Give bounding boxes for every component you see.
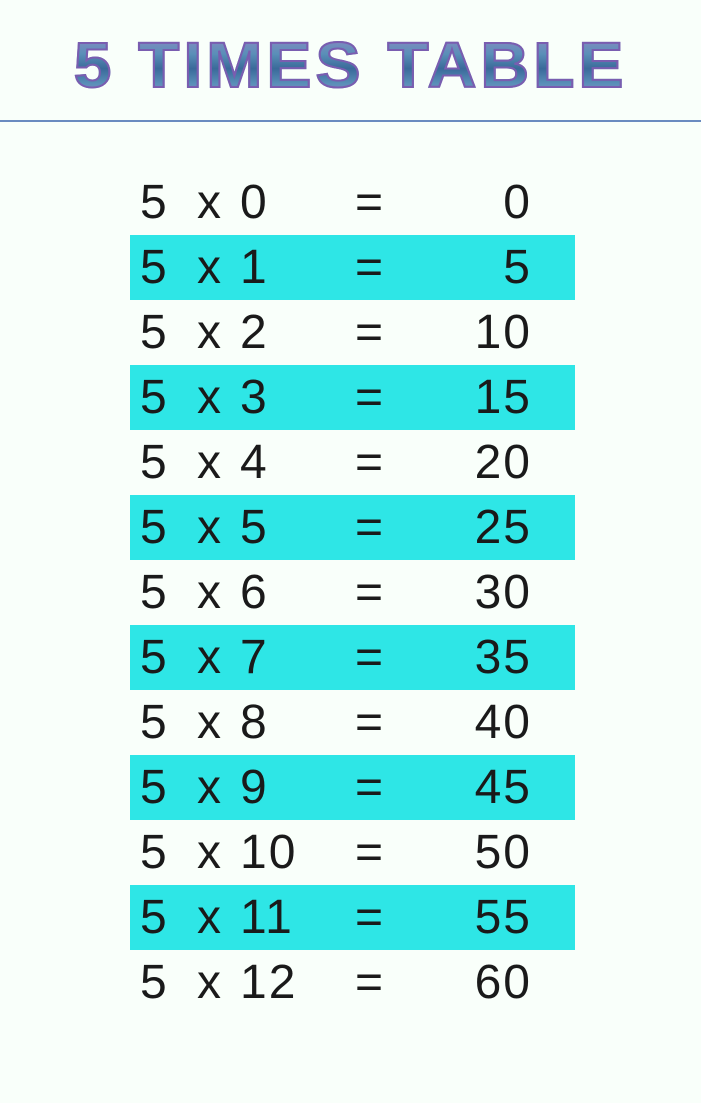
multiplier-cell: 5 bbox=[130, 695, 180, 750]
times-symbol: x bbox=[180, 240, 240, 295]
multiplier-cell: 5 bbox=[130, 305, 180, 360]
multiplier-cell: 5 bbox=[130, 370, 180, 425]
multiplier-cell: 5 bbox=[130, 500, 180, 555]
equals-symbol: = bbox=[330, 695, 410, 750]
result-cell: 20 bbox=[410, 435, 550, 490]
operand-cell: 6 bbox=[240, 565, 330, 620]
result-cell: 0 bbox=[410, 175, 550, 230]
equals-symbol: = bbox=[330, 370, 410, 425]
operand-cell: 9 bbox=[240, 760, 330, 815]
times-symbol: x bbox=[180, 305, 240, 360]
table-row: 5x4=20 bbox=[130, 430, 575, 495]
result-cell: 55 bbox=[410, 890, 550, 945]
times-symbol: x bbox=[180, 370, 240, 425]
operand-cell: 12 bbox=[240, 955, 330, 1010]
table-row: 5x12=60 bbox=[130, 950, 575, 1015]
equals-symbol: = bbox=[330, 240, 410, 295]
equals-symbol: = bbox=[330, 760, 410, 815]
times-symbol: x bbox=[180, 825, 240, 880]
table-row: 5x3=15 bbox=[130, 365, 575, 430]
result-cell: 30 bbox=[410, 565, 550, 620]
operand-cell: 1 bbox=[240, 240, 330, 295]
equals-symbol: = bbox=[330, 630, 410, 685]
multiplier-cell: 5 bbox=[130, 240, 180, 295]
operand-cell: 0 bbox=[240, 175, 330, 230]
times-symbol: x bbox=[180, 435, 240, 490]
equals-symbol: = bbox=[330, 305, 410, 360]
multiplier-cell: 5 bbox=[130, 955, 180, 1010]
times-table: 5x0=05x1=55x2=105x3=155x4=205x5=255x6=30… bbox=[0, 122, 701, 1015]
equals-symbol: = bbox=[330, 825, 410, 880]
result-cell: 50 bbox=[410, 825, 550, 880]
multiplier-cell: 5 bbox=[130, 760, 180, 815]
times-symbol: x bbox=[180, 760, 240, 815]
operand-cell: 11 bbox=[240, 890, 330, 945]
table-row: 5x11=55 bbox=[130, 885, 575, 950]
operand-cell: 3 bbox=[240, 370, 330, 425]
table-row: 5x10=50 bbox=[130, 820, 575, 885]
table-row: 5x1=5 bbox=[130, 235, 575, 300]
times-symbol: x bbox=[180, 500, 240, 555]
table-row: 5x6=30 bbox=[130, 560, 575, 625]
equals-symbol: = bbox=[330, 890, 410, 945]
times-symbol: x bbox=[180, 890, 240, 945]
table-row: 5x9=45 bbox=[130, 755, 575, 820]
equals-symbol: = bbox=[330, 435, 410, 490]
equals-symbol: = bbox=[330, 955, 410, 1010]
page-title-wrap: 5 TIMES TABLE bbox=[0, 0, 701, 120]
equals-symbol: = bbox=[330, 565, 410, 620]
times-symbol: x bbox=[180, 695, 240, 750]
multiplier-cell: 5 bbox=[130, 890, 180, 945]
multiplier-cell: 5 bbox=[130, 565, 180, 620]
result-cell: 10 bbox=[410, 305, 550, 360]
multiplier-cell: 5 bbox=[130, 435, 180, 490]
multiplier-cell: 5 bbox=[130, 825, 180, 880]
operand-cell: 10 bbox=[240, 825, 330, 880]
equals-symbol: = bbox=[330, 500, 410, 555]
result-cell: 15 bbox=[410, 370, 550, 425]
operand-cell: 5 bbox=[240, 500, 330, 555]
operand-cell: 2 bbox=[240, 305, 330, 360]
times-symbol: x bbox=[180, 955, 240, 1010]
result-cell: 25 bbox=[410, 500, 550, 555]
result-cell: 35 bbox=[410, 630, 550, 685]
times-symbol: x bbox=[180, 630, 240, 685]
table-row: 5x7=35 bbox=[130, 625, 575, 690]
times-symbol: x bbox=[180, 175, 240, 230]
times-symbol: x bbox=[180, 565, 240, 620]
result-cell: 45 bbox=[410, 760, 550, 815]
table-row: 5x5=25 bbox=[130, 495, 575, 560]
multiplier-cell: 5 bbox=[130, 175, 180, 230]
result-cell: 5 bbox=[410, 240, 550, 295]
equals-symbol: = bbox=[330, 175, 410, 230]
table-row: 5x0=0 bbox=[130, 170, 575, 235]
operand-cell: 4 bbox=[240, 435, 330, 490]
operand-cell: 8 bbox=[240, 695, 330, 750]
result-cell: 40 bbox=[410, 695, 550, 750]
result-cell: 60 bbox=[410, 955, 550, 1010]
table-row: 5x2=10 bbox=[130, 300, 575, 365]
operand-cell: 7 bbox=[240, 630, 330, 685]
page-title: 5 TIMES TABLE bbox=[74, 28, 628, 102]
table-row: 5x8=40 bbox=[130, 690, 575, 755]
multiplier-cell: 5 bbox=[130, 630, 180, 685]
